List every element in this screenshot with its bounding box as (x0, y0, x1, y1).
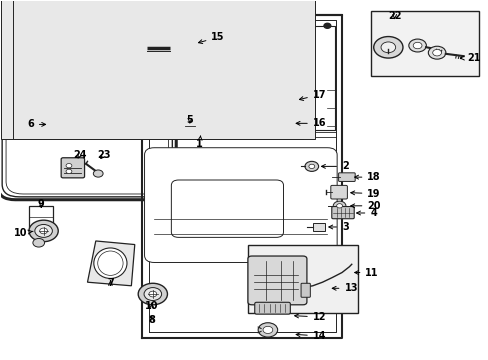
Circle shape (144, 288, 161, 301)
Circle shape (233, 119, 245, 128)
Circle shape (408, 39, 426, 52)
Text: 3: 3 (328, 222, 348, 232)
FancyBboxPatch shape (2, 2, 172, 197)
Circle shape (138, 283, 167, 305)
Circle shape (40, 228, 47, 234)
FancyBboxPatch shape (144, 148, 336, 262)
Circle shape (168, 23, 175, 28)
FancyBboxPatch shape (338, 173, 354, 181)
FancyBboxPatch shape (29, 206, 53, 228)
Text: 1: 1 (196, 136, 203, 149)
Circle shape (263, 326, 272, 333)
Circle shape (412, 42, 421, 49)
Text: 11: 11 (354, 267, 378, 278)
Text: 24: 24 (73, 150, 86, 160)
FancyBboxPatch shape (13, 0, 315, 139)
Circle shape (215, 23, 222, 28)
Text: 13: 13 (331, 283, 357, 293)
Text: 22: 22 (387, 11, 401, 21)
Circle shape (324, 23, 330, 28)
FancyBboxPatch shape (248, 244, 357, 313)
Circle shape (277, 75, 289, 83)
Circle shape (184, 23, 191, 28)
Text: 21: 21 (460, 53, 479, 63)
FancyBboxPatch shape (330, 185, 346, 199)
FancyBboxPatch shape (301, 283, 310, 297)
Circle shape (29, 220, 58, 242)
Circle shape (230, 23, 237, 28)
Circle shape (93, 170, 103, 177)
Circle shape (308, 164, 314, 168)
Text: 4: 4 (356, 208, 376, 218)
Circle shape (262, 23, 268, 28)
Circle shape (246, 23, 253, 28)
FancyBboxPatch shape (142, 15, 205, 58)
Circle shape (427, 46, 445, 59)
Text: 19: 19 (350, 189, 380, 199)
Circle shape (332, 201, 345, 211)
Text: 17: 17 (299, 90, 325, 100)
Circle shape (149, 291, 157, 297)
Circle shape (66, 163, 72, 168)
Circle shape (432, 49, 441, 56)
FancyBboxPatch shape (0, 0, 176, 200)
Text: 7: 7 (107, 278, 114, 288)
Circle shape (35, 225, 52, 237)
FancyBboxPatch shape (254, 302, 290, 314)
Circle shape (66, 169, 72, 174)
Circle shape (33, 238, 44, 247)
Text: 20: 20 (350, 201, 380, 211)
Text: 18: 18 (354, 172, 380, 182)
Polygon shape (87, 241, 135, 286)
Text: 15: 15 (198, 32, 224, 44)
Circle shape (308, 23, 315, 28)
FancyBboxPatch shape (178, 120, 201, 132)
Circle shape (336, 204, 342, 208)
Text: 10: 10 (145, 301, 158, 311)
Text: 16: 16 (296, 118, 325, 128)
Circle shape (305, 161, 318, 171)
Circle shape (373, 37, 402, 58)
FancyBboxPatch shape (61, 158, 84, 178)
Ellipse shape (94, 248, 127, 278)
Text: 8: 8 (148, 315, 155, 325)
Circle shape (153, 23, 160, 28)
Text: 10: 10 (14, 228, 33, 238)
FancyBboxPatch shape (370, 12, 478, 76)
Circle shape (292, 23, 299, 28)
FancyBboxPatch shape (6, 5, 168, 194)
FancyBboxPatch shape (0, 0, 303, 139)
FancyBboxPatch shape (272, 82, 287, 95)
Text: 2: 2 (321, 161, 348, 171)
Circle shape (380, 42, 395, 53)
Ellipse shape (98, 251, 123, 275)
Circle shape (200, 23, 206, 28)
Text: 12: 12 (294, 312, 325, 322)
Text: 6: 6 (27, 120, 45, 129)
Circle shape (277, 23, 284, 28)
FancyBboxPatch shape (331, 207, 353, 219)
FancyBboxPatch shape (247, 256, 306, 305)
Text: 14: 14 (296, 331, 325, 341)
Text: 5: 5 (186, 115, 193, 125)
Text: 23: 23 (97, 150, 111, 160)
Text: 9: 9 (38, 199, 44, 210)
Circle shape (258, 323, 277, 337)
FancyBboxPatch shape (312, 223, 325, 231)
FancyBboxPatch shape (171, 180, 283, 237)
